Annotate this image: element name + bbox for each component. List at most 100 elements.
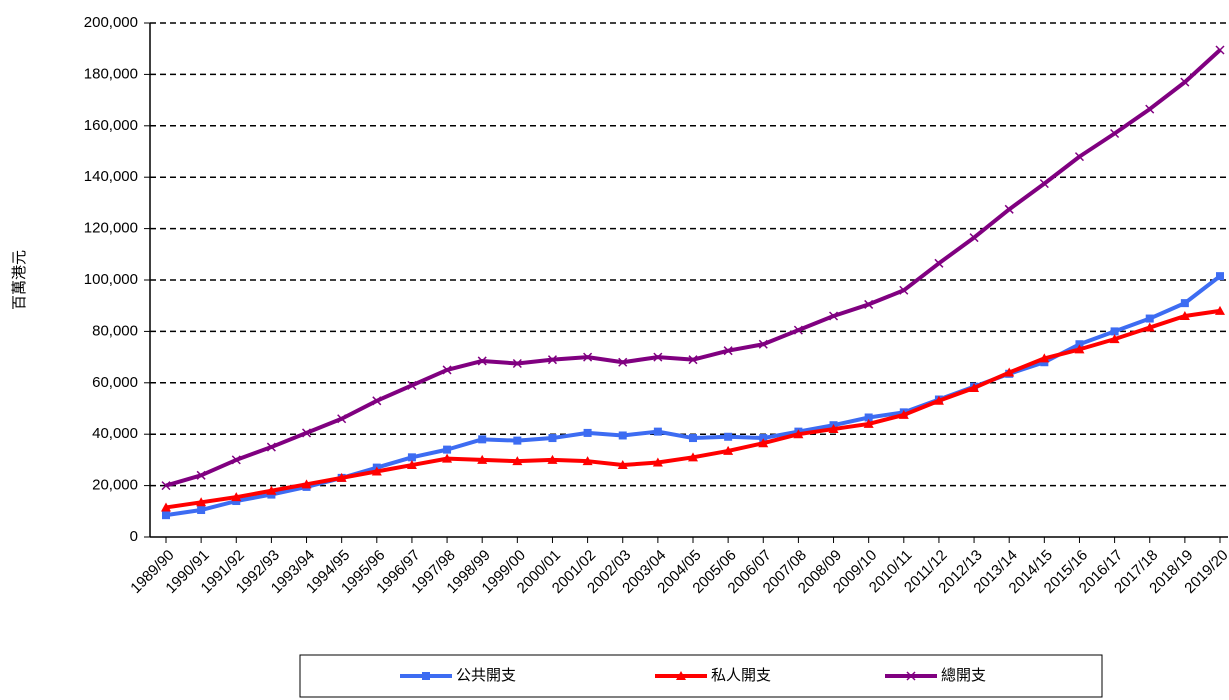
marker: [582, 456, 593, 466]
marker: [933, 395, 944, 405]
marker: [442, 453, 453, 463]
marker: [793, 325, 803, 335]
marker: [688, 452, 698, 462]
marker: [618, 431, 627, 440]
marker: [1039, 179, 1049, 189]
series-line: [165, 308, 1221, 510]
marker: [618, 357, 628, 367]
marker: [407, 380, 417, 390]
marker: [547, 355, 557, 365]
marker: [829, 311, 839, 321]
marker: [898, 409, 909, 419]
marker: [1004, 204, 1014, 214]
y-tick-label: 40,000: [92, 425, 138, 442]
marker: [1180, 77, 1190, 87]
y-tick-label: 60,000: [92, 374, 138, 391]
legend-label: 總開支: [941, 666, 986, 684]
marker: [793, 429, 804, 439]
legend-label: 私人開支: [711, 667, 771, 684]
marker: [583, 428, 592, 437]
marker: [724, 432, 733, 441]
y-tick-label: 120,000: [84, 220, 138, 237]
y-tick-label: 140,000: [84, 168, 138, 185]
marker: [1215, 305, 1225, 315]
marker: [864, 413, 873, 422]
y-tick-label: 0: [130, 528, 138, 545]
marker: [513, 436, 522, 445]
marker: [1004, 367, 1015, 377]
marker: [197, 506, 206, 515]
marker: [758, 438, 769, 448]
y-axis-label: 百萬港元: [11, 250, 28, 310]
marker: [653, 352, 663, 362]
marker: [1074, 152, 1085, 162]
legend-label: 公共開支: [456, 667, 516, 684]
marker: [1144, 322, 1155, 332]
marker: [969, 382, 980, 392]
marker: [266, 485, 277, 495]
marker: [407, 453, 416, 462]
marker: [266, 442, 276, 452]
marker: [1109, 334, 1120, 344]
marker: [231, 492, 242, 502]
marker: [337, 414, 347, 424]
marker: [723, 346, 733, 356]
legend-marker: [676, 671, 686, 680]
marker: [477, 356, 487, 366]
marker: [1110, 327, 1119, 336]
marker: [1074, 344, 1085, 354]
marker: [864, 299, 874, 309]
marker: [371, 466, 382, 476]
y-tick-label: 200,000: [84, 14, 138, 31]
marker: [442, 365, 452, 375]
marker: [196, 470, 206, 480]
marker: [548, 434, 557, 443]
marker: [302, 428, 312, 438]
marker: [617, 460, 628, 470]
marker: [196, 497, 207, 507]
marker: [336, 472, 347, 482]
y-tick-label: 180,000: [84, 65, 138, 82]
marker: [1215, 45, 1225, 55]
marker: [863, 418, 874, 428]
marker: [231, 455, 241, 465]
marker: [1179, 310, 1190, 320]
marker: [1145, 314, 1154, 323]
marker: [1180, 299, 1189, 308]
marker: [688, 355, 698, 365]
marker: [758, 339, 768, 349]
marker: [301, 479, 312, 489]
legend-marker: [422, 672, 430, 680]
marker: [1075, 340, 1084, 349]
series-line: [165, 48, 1222, 488]
marker: [372, 396, 382, 406]
marker: [583, 352, 593, 362]
marker: [1216, 272, 1224, 281]
marker: [161, 481, 171, 491]
marker: [1145, 104, 1155, 114]
marker: [477, 454, 488, 464]
marker: [689, 434, 697, 443]
marker: [512, 358, 522, 369]
marker: [512, 456, 523, 466]
marker: [828, 424, 839, 434]
legend-marker: [906, 671, 916, 681]
marker: [406, 460, 417, 470]
marker: [1110, 128, 1120, 139]
marker: [443, 445, 452, 454]
marker: [161, 502, 171, 512]
marker: [969, 233, 979, 243]
marker: [759, 434, 768, 443]
marker: [1039, 353, 1050, 363]
marker: [547, 454, 558, 464]
marker: [723, 445, 734, 455]
marker: [162, 511, 170, 520]
marker: [899, 285, 909, 295]
marker: [652, 457, 663, 467]
y-tick-label: 20,000: [92, 477, 138, 494]
y-tick-label: 100,000: [84, 271, 138, 288]
marker: [653, 427, 662, 436]
marker: [478, 435, 487, 444]
y-tick-label: 80,000: [92, 322, 138, 339]
